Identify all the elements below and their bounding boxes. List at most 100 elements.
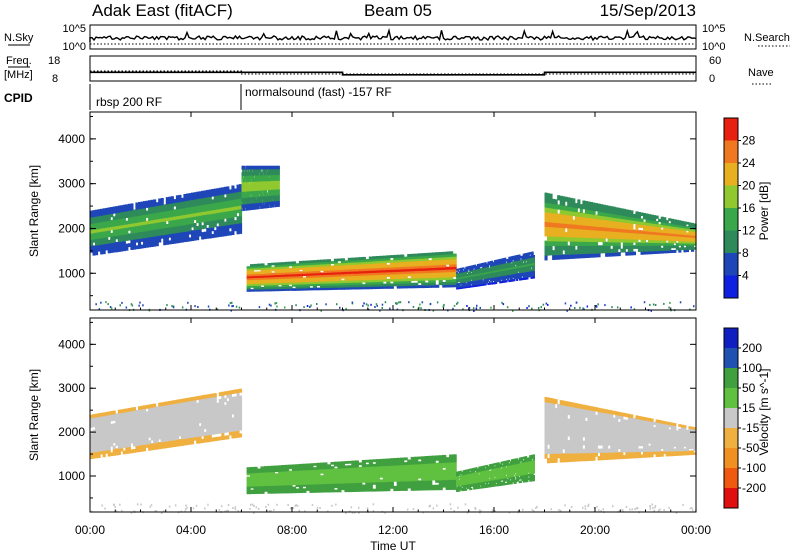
echo-cell (285, 272, 290, 275)
echo-cell (319, 283, 324, 286)
echo-cell (242, 204, 244, 208)
echo-cell (242, 207, 244, 211)
echo-cell (242, 191, 244, 196)
echo-cell (559, 209, 563, 215)
echo-cell (260, 287, 265, 290)
echo-cell (278, 194, 280, 199)
echo-cell (597, 226, 601, 231)
echo-cell (193, 202, 197, 207)
echo-cell (522, 272, 525, 275)
echo-cell (188, 193, 192, 198)
echo-cell (248, 181, 250, 186)
echo-cell (168, 200, 172, 204)
echo-cell (584, 213, 588, 218)
echo-cell (178, 235, 182, 240)
echo-cell (410, 265, 415, 269)
echo-cell (163, 224, 167, 229)
echo-cell (132, 407, 136, 411)
echo-cell (615, 210, 619, 215)
echo-cell (333, 269, 338, 273)
echo-cell (221, 419, 225, 423)
echo-cell (530, 251, 533, 255)
echo-cell (148, 443, 152, 448)
echo-cell (483, 281, 486, 284)
echo-cell (252, 190, 254, 195)
echo-cell (216, 212, 220, 217)
echo-cell (497, 271, 500, 274)
echo-cell (218, 402, 222, 407)
echo-cell (165, 417, 169, 422)
echo-cell (267, 270, 272, 274)
echo-cell (559, 227, 563, 233)
echo-cell (216, 233, 220, 238)
echo-cell (522, 268, 525, 271)
echo-cell (473, 274, 475, 277)
echo-cell (298, 277, 303, 281)
echo-cell (407, 280, 412, 284)
echo-cell (276, 180, 278, 184)
echo-cell (226, 404, 230, 409)
echo-cell (630, 216, 634, 221)
echo-cell (333, 265, 338, 269)
echo-cell (127, 220, 131, 225)
echo-cell (507, 258, 509, 262)
echo-cell (268, 192, 270, 197)
echo-cell (414, 253, 419, 257)
echo-cell (650, 214, 654, 218)
echo-cell (510, 263, 513, 266)
echo-cell (117, 235, 121, 239)
echo-cell (492, 272, 495, 275)
echo-cell (410, 273, 415, 277)
echo-cell (203, 235, 207, 240)
echo-cell (587, 229, 591, 234)
echo-speckle (436, 301, 439, 304)
echo-cell (462, 279, 465, 282)
echo-cell (504, 268, 507, 271)
echo-cell (250, 187, 252, 192)
echo-cell (110, 236, 114, 240)
echo-cell (668, 235, 672, 239)
echo-cell (567, 249, 571, 255)
echo-cell (125, 223, 129, 228)
echo-cell (435, 274, 440, 278)
echo-cell (208, 427, 212, 432)
echo-cell (645, 225, 649, 229)
echo-cell (417, 280, 422, 284)
nave-tick-bottom: 0 (709, 73, 715, 85)
echo-cell (239, 184, 243, 189)
echo-cell (231, 192, 235, 197)
echo-cell (150, 236, 154, 241)
echo-cell (527, 263, 530, 267)
echo-cell (170, 203, 174, 207)
echo-cell (685, 249, 689, 253)
echo-cell (424, 284, 429, 288)
echo-cell (484, 276, 487, 279)
echo-cell (173, 219, 177, 224)
echo-cell (590, 253, 594, 258)
echo-cell (125, 434, 129, 438)
echo-cell (344, 278, 349, 281)
echo-cell (140, 425, 144, 429)
echo-cell (261, 199, 263, 203)
echo-cell (552, 208, 556, 214)
echo-cell (630, 242, 634, 246)
echo-cell (477, 276, 479, 279)
echo-cell (186, 220, 190, 225)
echo-cell (524, 268, 526, 271)
echo-cell (464, 284, 466, 287)
echo-cell (351, 277, 356, 281)
echo-cell (635, 211, 639, 216)
echo-cell (112, 232, 116, 237)
echo-cell (312, 260, 317, 263)
echo-cell (150, 417, 154, 421)
echo-cell (221, 187, 225, 192)
echo-cell (213, 233, 217, 238)
echo-cell (478, 276, 481, 279)
echo-cell (160, 208, 164, 212)
echo-cell (424, 260, 429, 264)
echo-cell (132, 212, 136, 217)
echo-cell (110, 239, 114, 244)
echo-cell (266, 189, 268, 194)
echo-cell (516, 265, 518, 269)
